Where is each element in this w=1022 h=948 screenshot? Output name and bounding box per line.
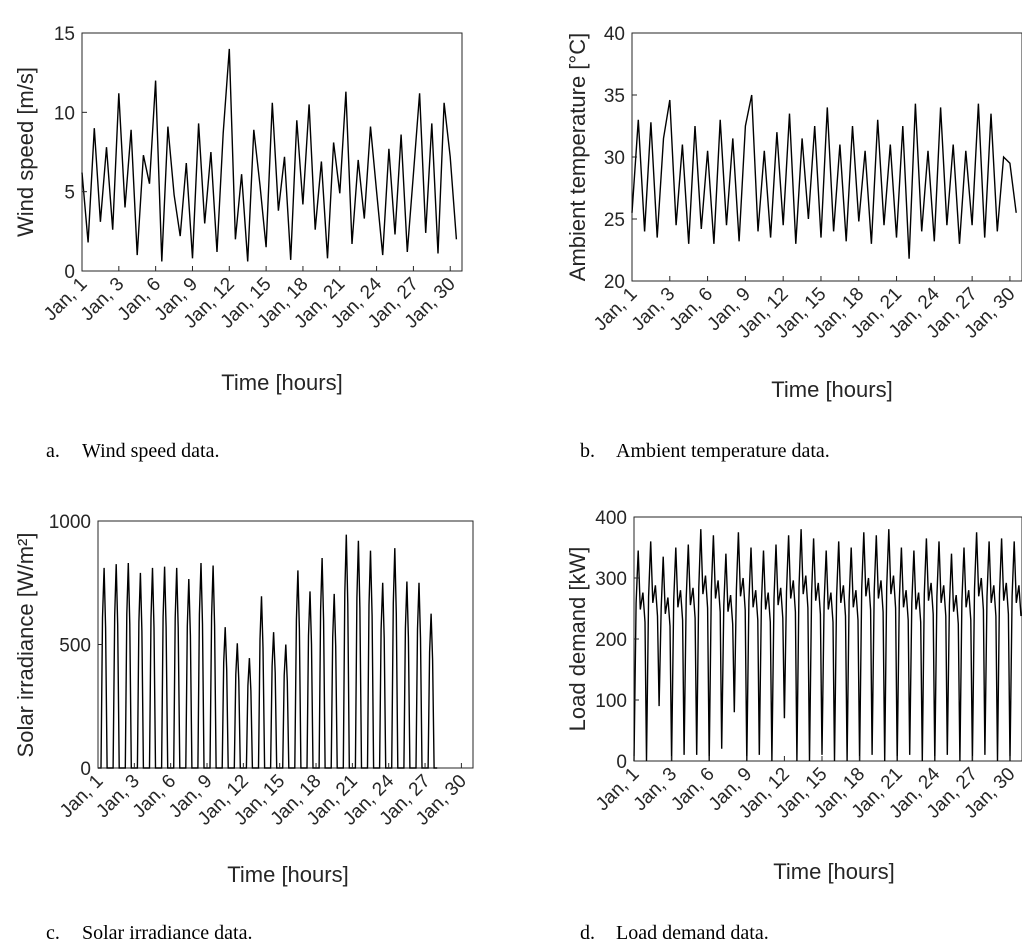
caption-a-letter: a. — [46, 440, 60, 462]
solar-x-axis-label: Time [hours] — [227, 862, 348, 887]
wind-y-tick-label: 15 — [54, 24, 75, 45]
load-y-tick-label: 400 — [595, 508, 627, 529]
wind-x-axis-label: Time [hours] — [221, 370, 342, 395]
load-y-ticks: 0 100 200 300 400 — [595, 508, 639, 773]
caption-b-letter: b. — [580, 440, 595, 462]
plot-area-frame — [631, 32, 1022, 282]
plot-area-frame — [81, 32, 463, 272]
caption-b: b. Ambient temperature data. — [580, 440, 830, 463]
solar-y-tick-label: 500 — [59, 636, 91, 657]
caption-b-text: Ambient temperature data. — [616, 440, 830, 462]
wind-y-axis-label: Wind speed [m/s] — [13, 67, 38, 237]
load-y-tick-label: 0 — [616, 752, 627, 773]
caption-c: c. Solar irradiance data. — [46, 922, 252, 945]
load-y-tick-label: 200 — [595, 630, 627, 651]
wind-y-tick-label: 0 — [64, 262, 75, 283]
wind-y-ticks: 0 5 10 15 — [54, 24, 87, 283]
load-y-tick-label: 100 — [595, 691, 627, 712]
wind-y-tick-label: 10 — [54, 103, 75, 124]
temperature-y-tick-label: 40 — [604, 24, 625, 45]
caption-a-text: Wind speed data. — [82, 440, 220, 462]
caption-d-letter: d. — [580, 922, 595, 944]
caption-a: a. Wind speed data. — [46, 440, 219, 463]
solar-y-ticks: 0 500 1000 — [49, 512, 103, 780]
solar-irradiance-series-line — [98, 534, 438, 769]
caption-d: d. Load demand data. — [580, 922, 769, 945]
solar-y-tick-label: 0 — [80, 759, 91, 780]
temperature-y-tick-label: 25 — [604, 210, 625, 231]
load-y-axis-label: Load demand [kW] — [565, 547, 590, 732]
temperature-y-tick-label: 30 — [604, 148, 625, 169]
solar-y-tick-label: 1000 — [49, 512, 91, 533]
load-x-axis-label: Time [hours] — [773, 859, 894, 884]
temperature-y-axis-label: Ambient temperature [°C] — [565, 33, 590, 281]
caption-c-letter: c. — [46, 922, 60, 944]
temperature-x-axis-label: Time [hours] — [771, 377, 892, 402]
load-demand-series-line — [633, 529, 1022, 762]
wind-y-tick-label: 5 — [64, 183, 75, 204]
load-y-tick-label: 300 — [595, 569, 627, 590]
temperature-y-tick-label: 20 — [604, 272, 625, 293]
caption-d-text: Load demand data. — [616, 922, 769, 944]
temperature-y-ticks: 20 25 30 35 40 — [604, 24, 637, 293]
solar-y-axis-label: Solar irradiance [W/m²] — [13, 533, 38, 758]
temperature-series-line — [631, 94, 1017, 259]
temperature-y-tick-label: 35 — [604, 86, 625, 107]
caption-c-text: Solar irradiance data. — [82, 922, 253, 944]
wind-speed-series-line — [81, 48, 458, 262]
